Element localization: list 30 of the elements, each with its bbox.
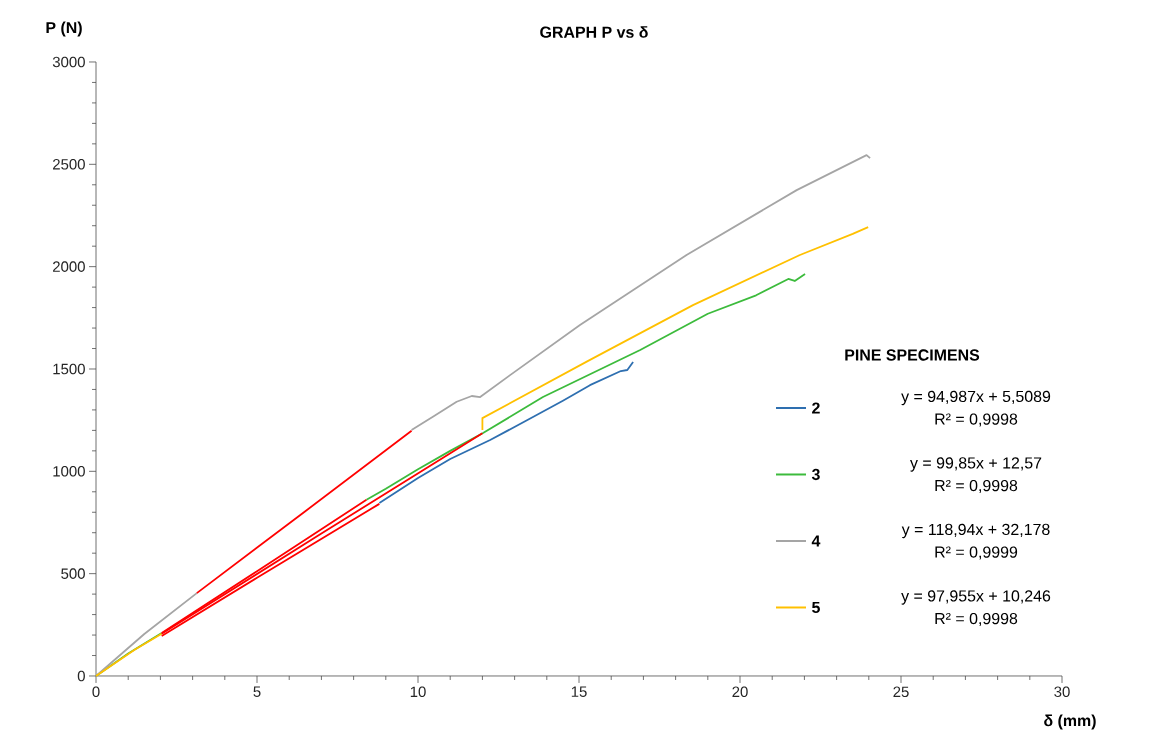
y-tick-label: 1000 xyxy=(53,466,85,477)
annotation: y = 94,987x + 5,5089 xyxy=(901,390,1051,406)
x-tick-label: 25 xyxy=(893,686,909,698)
x-tick-label: 0 xyxy=(92,686,100,698)
x-tick-label: 10 xyxy=(410,686,426,698)
annotation: R² = 0,9999 xyxy=(935,546,1018,560)
annotation: R² = 0,9998 xyxy=(935,413,1018,427)
legend-label: 3 xyxy=(811,468,820,481)
y-tick-label: 3000 xyxy=(52,56,85,68)
x-axis-title: δ (mm) xyxy=(1044,714,1096,730)
y-tick-label: 0 xyxy=(77,670,85,682)
annotation: y = 118,94x + 32,178 xyxy=(901,523,1050,539)
y-axis-title: P (N) xyxy=(46,21,82,37)
x-tick-label: 5 xyxy=(253,686,261,697)
x-tick-label: 15 xyxy=(571,686,587,697)
legend-label: 4 xyxy=(811,535,821,547)
annotation: y = 99,85x + 12,57 xyxy=(910,457,1042,472)
legend-label: 2 xyxy=(812,402,820,414)
annotation: y = 97,955x + 10,246 xyxy=(901,590,1051,605)
x-tick-label: 30 xyxy=(1054,686,1070,698)
annotation: R² = 0,9998 xyxy=(935,479,1018,494)
annotation: R² = 0,9998 xyxy=(935,612,1018,627)
y-tick-label: 2000 xyxy=(53,261,85,272)
x-tick-label: 20 xyxy=(732,686,748,698)
y-tick-label: 500 xyxy=(61,568,85,579)
legend-label: 5 xyxy=(812,601,820,614)
y-tick-label: 2500 xyxy=(53,159,85,170)
y-tick-label: 1500 xyxy=(53,363,85,375)
chart-title: GRAPH P vs δ xyxy=(540,26,648,38)
legend-title: PINE SPECIMENS xyxy=(845,349,980,361)
